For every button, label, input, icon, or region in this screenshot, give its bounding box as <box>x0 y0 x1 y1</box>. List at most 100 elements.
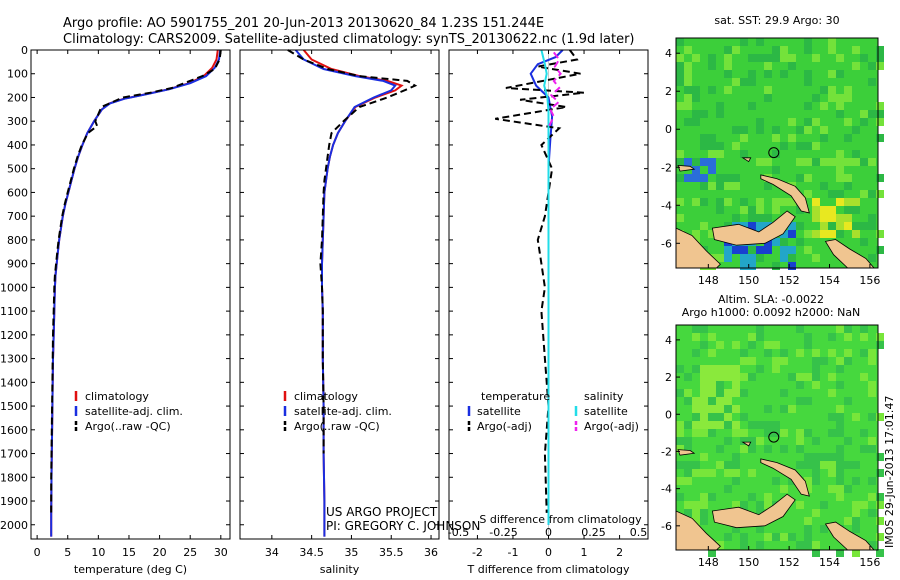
map-cell <box>836 102 844 110</box>
map-cell <box>724 437 732 445</box>
map-cell <box>860 501 868 509</box>
map-cell <box>724 533 732 541</box>
map-cell <box>764 533 772 541</box>
map-cell <box>692 429 700 437</box>
x-top-tick-label: 0.25 <box>581 526 606 539</box>
map-cell <box>828 158 836 166</box>
map-cell <box>860 222 868 230</box>
map-cell <box>732 78 740 86</box>
map-cell <box>684 78 692 86</box>
map-cell <box>700 174 708 182</box>
map-cell <box>788 262 796 270</box>
map-cell <box>732 525 740 533</box>
map-cell <box>796 142 804 150</box>
map-cell <box>876 453 884 461</box>
map-cell <box>796 325 804 333</box>
map-cell <box>868 190 876 198</box>
map-cell <box>748 254 756 262</box>
map-cell <box>788 54 796 62</box>
map-cell <box>812 453 820 461</box>
depth-tick-label: 100 <box>7 68 28 81</box>
map-cell <box>684 501 692 509</box>
map-cell <box>796 397 804 405</box>
map-cell <box>852 198 860 206</box>
map-cell <box>676 38 684 46</box>
map-cell <box>700 198 708 206</box>
map-cell <box>804 341 812 349</box>
map-cell <box>780 533 788 541</box>
map-cell <box>748 78 756 86</box>
x-tick-label: 0 <box>545 546 552 559</box>
map-cell <box>836 158 844 166</box>
map-cell <box>684 70 692 78</box>
map-cell <box>812 541 820 549</box>
map-cell <box>844 94 852 102</box>
map-cell <box>740 429 748 437</box>
map-cell <box>716 150 724 158</box>
map-y-tick-label: -6 <box>661 520 672 533</box>
map-cell <box>788 230 796 238</box>
map-cell <box>844 86 852 94</box>
map-cell <box>692 325 700 333</box>
map-y-tick-label: 2 <box>665 371 672 384</box>
x-tick-label: 2 <box>616 546 623 559</box>
map-cell <box>708 230 716 238</box>
map-cell <box>764 429 772 437</box>
x-tick-label: 34 <box>265 546 279 559</box>
map-cell <box>772 126 780 134</box>
map-cell <box>868 389 876 397</box>
map-cell <box>788 405 796 413</box>
depth-tick-label: 0 <box>21 44 28 57</box>
map-cell <box>836 413 844 421</box>
map-cell <box>796 381 804 389</box>
map-cell <box>860 110 868 118</box>
map-cell <box>716 110 724 118</box>
map-cell <box>876 501 884 509</box>
map-cell <box>820 453 828 461</box>
map-cell <box>708 182 716 190</box>
map-cell <box>820 222 828 230</box>
map-cell <box>756 501 764 509</box>
map-cell <box>876 246 884 254</box>
legend-label-climatology: climatology <box>294 390 358 403</box>
map-cell <box>724 246 732 254</box>
map-cell <box>692 230 700 238</box>
map-cell <box>804 461 812 469</box>
map-cell <box>700 453 708 461</box>
map-cell <box>780 54 788 62</box>
map-cell <box>732 461 740 469</box>
map-cell <box>692 158 700 166</box>
map-cell <box>780 46 788 54</box>
depth-tick-label: 1900 <box>0 495 28 508</box>
land-mass-3 <box>824 521 875 551</box>
map-cell <box>740 413 748 421</box>
map-cell <box>780 198 788 206</box>
map-cell <box>700 142 708 150</box>
map-cell <box>756 126 764 134</box>
map-cell <box>692 469 700 477</box>
map-cell <box>876 341 884 349</box>
map-cell <box>804 142 812 150</box>
map-cell <box>796 373 804 381</box>
map-cell <box>836 429 844 437</box>
series-climatology <box>302 49 404 537</box>
map-panel-1: sat. SST: 29.9 Argo: 30 148 150 152 154 156 4 2… <box>661 14 884 287</box>
depth-tick-label: 400 <box>7 139 28 152</box>
map-cell <box>836 461 844 469</box>
series-salinity-argo-adj <box>548 51 562 127</box>
map-cell <box>836 469 844 477</box>
map-cell <box>804 78 812 86</box>
map-cell <box>740 150 748 158</box>
map-cell <box>748 206 756 214</box>
map-field-cells <box>676 38 884 270</box>
x-tick-label: 35 <box>344 546 358 559</box>
map-cell <box>756 158 764 166</box>
map-cell <box>748 333 756 341</box>
map-cell <box>836 477 844 485</box>
map-cell <box>828 86 836 94</box>
map-x-tick-label: 156 <box>859 556 880 569</box>
map-cell <box>852 413 860 421</box>
map-cell <box>772 477 780 485</box>
map-cell <box>844 222 852 230</box>
map-cell <box>724 485 732 493</box>
